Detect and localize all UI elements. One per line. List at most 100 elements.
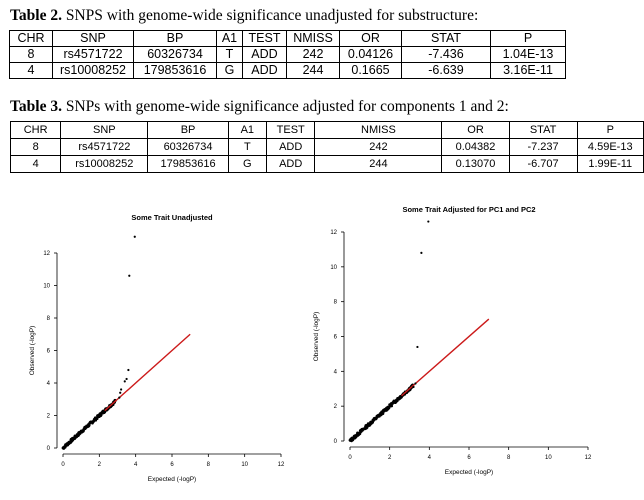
table-cell: 1.04E-13 [490, 46, 566, 63]
x-axis-label: Expected (-logP) [445, 469, 493, 476]
table3-caption-label: Table 3. [10, 98, 62, 115]
table2-header-cell: P [490, 30, 566, 47]
table3-caption: Table 3. SNPs with genome-wide significa… [10, 98, 509, 116]
table-cell: 242 [314, 138, 443, 156]
qq-point [390, 404, 394, 408]
table2-header-cell: OR [339, 30, 402, 47]
x-tick-label: 10 [545, 455, 552, 461]
qq-point [412, 385, 415, 389]
table-cell: 242 [286, 46, 340, 63]
y-axis-label: Observed (-logP) [29, 326, 36, 376]
x-tick-label: 6 [467, 455, 471, 461]
y-tick-label: 2 [334, 404, 338, 410]
table3-header-cell: P [576, 121, 644, 139]
table-cell: rs4571722 [52, 46, 134, 63]
table3-header-cell: TEST [265, 121, 316, 139]
x-tick-label: 4 [428, 455, 432, 461]
qq-point [119, 391, 122, 394]
qq-point [416, 345, 419, 349]
table-cell: 60326734 [133, 46, 217, 63]
qq-plot-adjusted: Some Trait Adjusted for PC1 and PC2 Expec… [313, 205, 592, 476]
y-tick-label: 12 [330, 230, 337, 236]
table-cell: 244 [314, 155, 443, 173]
table-cell: 0.13070 [441, 155, 510, 173]
table-cell: -7.436 [401, 46, 491, 63]
table2-header-cell: TEST [242, 30, 287, 47]
y-tick-label: 12 [43, 251, 50, 257]
qq-point [381, 412, 385, 416]
table3-header-row: CHR SNP BP A1 TEST NMISS OR STAT P [9, 121, 644, 139]
x-tick-label: 10 [241, 462, 248, 468]
table2-header-row: CHR SNP BP A1 TEST NMISS OR STAT P [9, 30, 566, 47]
table-cell: T [216, 46, 243, 63]
table-cell: ADD [242, 46, 287, 63]
table-cell: 3.16E-11 [490, 62, 566, 79]
table2-header-cell: CHR [9, 30, 53, 47]
table-cell: 1.99E-11 [576, 155, 644, 173]
table2-header-cell: STAT [401, 30, 491, 47]
y-tick-label: 0 [47, 446, 51, 452]
table3-header-cell: NMISS [314, 121, 443, 139]
x-tick-label: 2 [98, 462, 102, 468]
table3-header-cell: STAT [508, 121, 578, 139]
x-tick-label: 6 [170, 462, 174, 468]
table-cell: -6.639 [401, 62, 491, 79]
y-tick-label: 4 [47, 381, 51, 387]
table-cell: 8 [9, 138, 62, 156]
x-tick-label: 0 [61, 462, 65, 468]
y-tick-label: 10 [330, 265, 337, 271]
qq-point [128, 274, 131, 277]
table-cell: rs10008252 [52, 62, 134, 79]
table-cell: 244 [286, 62, 340, 79]
y-tick-label: 6 [334, 335, 338, 341]
table-cell: 4.59E-13 [576, 138, 644, 156]
table-cell: 0.04126 [339, 46, 402, 63]
table3-header-cell: A1 [227, 121, 267, 139]
x-tick-label: 8 [207, 462, 211, 468]
qq-point [420, 251, 423, 254]
x-axis-label: Expected (-logP) [148, 476, 196, 483]
table-cell: -6.707 [508, 155, 578, 173]
table3-header-cell: CHR [9, 121, 62, 139]
table-cell: ADD [242, 62, 287, 79]
table-cell: rs10008252 [60, 155, 149, 173]
table2-header-cell: SNP [52, 30, 134, 47]
table2-caption-label: Table 2. [10, 7, 62, 24]
y-axis-label: Observed (-logP) [313, 312, 320, 362]
table-cell: 0.1665 [339, 62, 402, 79]
qq-point [123, 380, 126, 383]
table-cell: T [227, 138, 267, 156]
table-cell: 179853616 [133, 62, 217, 79]
table-row: 8 rs4571722 60326734 T ADD 242 0.04382 -… [9, 138, 644, 156]
table-cell: ADD [265, 138, 316, 156]
table-row: 4 rs10008252 179853616 G ADD 244 0.13070… [9, 155, 644, 173]
x-tick-label: 8 [507, 455, 511, 461]
table2-header-cell: BP [133, 30, 217, 47]
table-cell: 0.04382 [441, 138, 510, 156]
y-tick-label: 8 [334, 300, 338, 306]
x-tick-label: 0 [348, 455, 352, 461]
table2-header-cell: A1 [216, 30, 243, 47]
qq-point [133, 235, 136, 238]
y-tick-label: 0 [334, 439, 338, 445]
table-cell: -7.237 [508, 138, 578, 156]
chart-title: Some Trait Adjusted for PC1 and PC2 [402, 205, 535, 214]
table3-caption-text: SNPs with genome-wide significance adjus… [61, 98, 509, 115]
table-cell: 60326734 [147, 138, 229, 156]
table-cell: 179853616 [147, 155, 229, 173]
table-cell: G [216, 62, 243, 79]
table2-header-cell: NMISS [286, 30, 340, 47]
table-row: 8 rs4571722 60326734 T ADD 242 0.04126 -… [9, 46, 566, 63]
table2-caption: Table 2. SNPS with genome-wide significa… [10, 7, 478, 25]
table3-header-cell: BP [147, 121, 229, 139]
qq-point [427, 220, 430, 223]
table-cell: 4 [9, 62, 53, 79]
table-row: 4 rs10008252 179853616 G ADD 244 0.1665 … [9, 62, 566, 79]
table-cell: 8 [9, 46, 53, 63]
qq-point [118, 396, 121, 399]
y-tick-label: 8 [47, 316, 51, 322]
qq-plot-unadjusted: Some Trait Unadjusted Expected (-logP) Obs… [29, 213, 285, 483]
table-cell: ADD [265, 155, 316, 173]
qq-point [125, 377, 128, 381]
x-tick-label: 4 [134, 462, 138, 468]
